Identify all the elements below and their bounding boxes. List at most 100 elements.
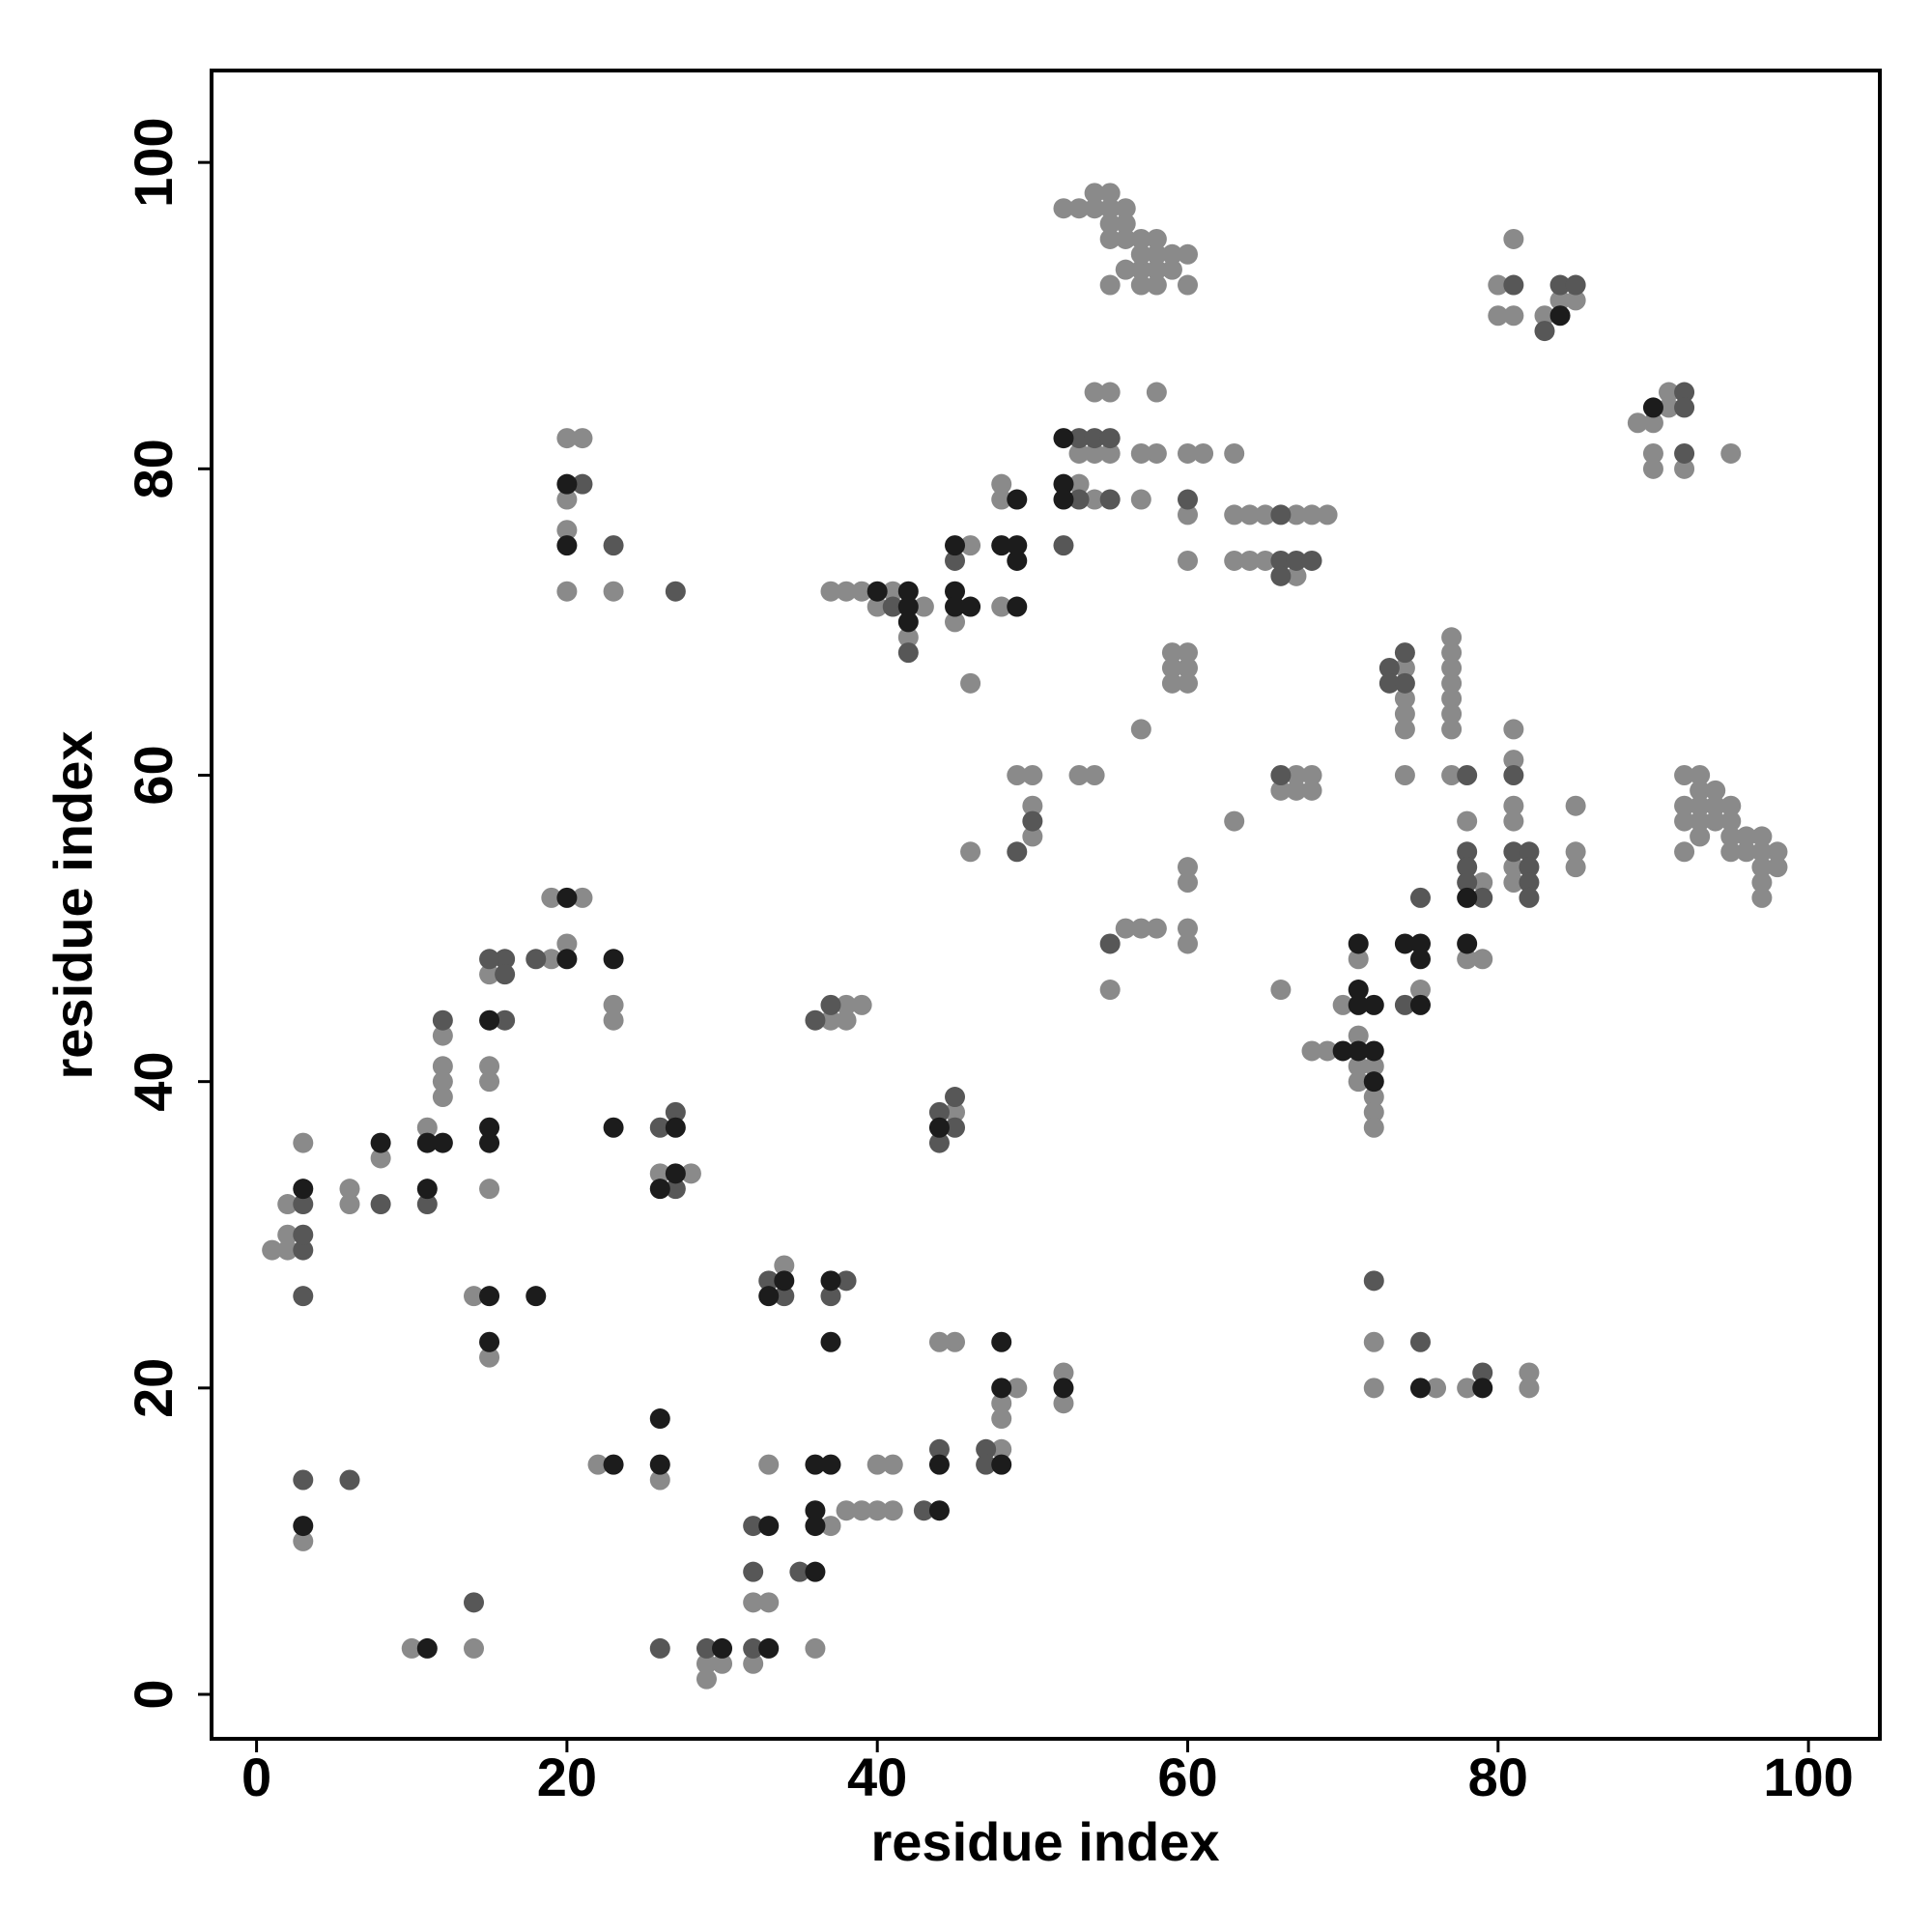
- point: [1441, 764, 1463, 785]
- point: [479, 1056, 500, 1077]
- point: [1177, 274, 1198, 296]
- point: [1022, 826, 1043, 847]
- point: [1674, 795, 1695, 816]
- point: [649, 1117, 670, 1138]
- point: [1301, 504, 1322, 526]
- point: [805, 1561, 826, 1582]
- point: [1084, 764, 1105, 785]
- point: [1177, 657, 1198, 678]
- y-tick-label: 100: [123, 117, 184, 207]
- point: [1457, 872, 1478, 894]
- point: [370, 1194, 391, 1215]
- point: [1007, 489, 1028, 510]
- point: [1409, 933, 1431, 954]
- point: [1224, 504, 1245, 526]
- point: [1751, 872, 1773, 894]
- point: [1720, 841, 1742, 863]
- point: [1053, 1393, 1074, 1414]
- point: [293, 1194, 314, 1215]
- point: [1409, 980, 1431, 1001]
- point: [1348, 980, 1369, 1001]
- point: [1286, 764, 1307, 785]
- point: [991, 1454, 1012, 1475]
- point: [1239, 550, 1261, 571]
- point: [1146, 243, 1167, 265]
- point: [464, 1637, 485, 1659]
- point: [1457, 841, 1478, 863]
- point: [1409, 1378, 1431, 1399]
- point: [541, 949, 562, 970]
- point: [1099, 489, 1121, 510]
- point: [743, 1516, 764, 1537]
- point: [758, 1270, 780, 1292]
- point: [1549, 305, 1571, 327]
- point: [897, 596, 919, 617]
- point: [1084, 382, 1105, 403]
- point: [1177, 933, 1198, 954]
- point: [1472, 872, 1493, 894]
- point: [1519, 887, 1540, 908]
- point: [479, 1347, 500, 1368]
- point: [556, 581, 578, 602]
- point: [758, 1637, 780, 1659]
- point: [1363, 994, 1384, 1015]
- point: [1441, 657, 1463, 678]
- point: [1642, 442, 1663, 464]
- point: [293, 1132, 314, 1153]
- point: [743, 1561, 764, 1582]
- point: [479, 1331, 500, 1352]
- point: [1503, 719, 1524, 740]
- point: [665, 1163, 686, 1184]
- point: [556, 520, 578, 541]
- point: [774, 1255, 795, 1276]
- point: [1177, 872, 1198, 894]
- point: [1690, 826, 1711, 847]
- point: [479, 949, 500, 970]
- point: [1099, 213, 1121, 235]
- point: [836, 994, 857, 1015]
- point: [945, 1087, 966, 1108]
- point: [1394, 642, 1415, 664]
- point: [603, 1009, 624, 1031]
- point: [991, 1393, 1012, 1414]
- point: [293, 1516, 314, 1537]
- point: [1394, 657, 1415, 678]
- point: [1519, 857, 1540, 878]
- point: [758, 1516, 780, 1537]
- point: [370, 1132, 391, 1153]
- point: [1565, 274, 1586, 296]
- point: [495, 964, 516, 985]
- point: [1301, 764, 1322, 785]
- y-tick-label: 40: [123, 1052, 184, 1112]
- point: [479, 1286, 500, 1307]
- point: [1441, 642, 1463, 664]
- point: [1177, 918, 1198, 939]
- point: [370, 1148, 391, 1169]
- point: [277, 1224, 298, 1245]
- point: [432, 1087, 453, 1108]
- point: [649, 1454, 670, 1475]
- point: [882, 1454, 903, 1475]
- point: [572, 428, 593, 449]
- point: [1378, 657, 1400, 678]
- point: [1363, 1331, 1384, 1352]
- point: [293, 1286, 314, 1307]
- point: [882, 596, 903, 617]
- point: [897, 581, 919, 602]
- point: [836, 1270, 857, 1292]
- point: [1457, 933, 1478, 954]
- point: [928, 1500, 950, 1521]
- point: [1519, 841, 1540, 863]
- point: [1301, 550, 1322, 571]
- point: [1503, 795, 1524, 816]
- point: [1130, 274, 1151, 296]
- point: [1457, 887, 1478, 908]
- point: [1736, 841, 1757, 863]
- point: [743, 1592, 764, 1613]
- point: [928, 1132, 950, 1153]
- point: [928, 1117, 950, 1138]
- point: [1332, 1040, 1353, 1062]
- point: [991, 1438, 1012, 1460]
- point: [1472, 1362, 1493, 1383]
